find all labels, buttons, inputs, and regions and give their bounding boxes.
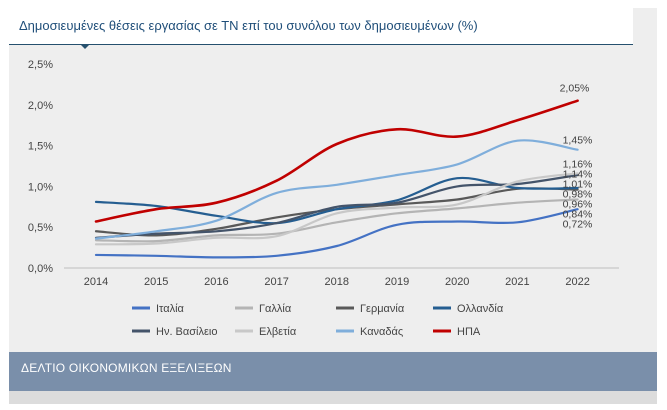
footer-strip [9, 391, 657, 404]
footer-banner: ΔΕΛΤΙΟ ΟΙΚΟΝΟΜΙΚΩΝ ΕΞΕΛΙΞΕΩΝ [9, 352, 657, 391]
x-tick-label: 2014 [84, 276, 108, 288]
title-pointer-icon [80, 44, 90, 49]
footer-label: ΔΕΛΤΙΟ ΟΙΚΟΝΟΜΙΚΩΝ ΕΞΕΛΙΞΕΩΝ [21, 361, 232, 375]
end-value-label: 1,14% [563, 168, 593, 180]
end-value-label: 1,45% [563, 135, 593, 147]
y-tick-label: 1,5% [28, 141, 53, 153]
legend-label: Ην. Βασίλειο [156, 326, 217, 338]
series-line [94, 198, 579, 243]
series-line [94, 139, 579, 240]
series-line [94, 208, 579, 259]
end-value-label: 1,16% [563, 158, 593, 170]
x-tick-label: 2021 [505, 276, 529, 288]
series-line [94, 172, 579, 246]
x-tick-label: 2015 [144, 276, 168, 288]
series-line [94, 187, 579, 237]
x-tick-label: 2020 [445, 276, 469, 288]
line-chart: 0,0% 0,5% 1,0% 1,5% 2,0% 2,5% 2014 2015 2016 2017… [28, 59, 619, 338]
y-tick-label: 0,5% [28, 222, 53, 234]
chart-panel [9, 8, 657, 404]
x-tick-label: 2019 [385, 276, 409, 288]
legend-label: Γερμανία [360, 303, 405, 315]
x-tick-label: 2022 [565, 276, 589, 288]
end-value-label: 0,96% [563, 198, 593, 210]
x-tick-label: 2018 [325, 276, 349, 288]
y-tick-label: 0,0% [28, 263, 53, 275]
y-tick-label: 1,0% [28, 181, 53, 193]
end-value-label: 0,98% [563, 188, 593, 200]
end-value-label: 1,01% [563, 178, 593, 190]
y-tick-label: 2,0% [28, 100, 53, 112]
series-line [94, 99, 579, 223]
title-bar: Δημοσιευμένες θέσεις εργασίας σε ΤΝ επί … [9, 8, 633, 45]
legend-label: Καναδάς [360, 326, 403, 338]
y-tick-label: 2,5% [28, 59, 53, 71]
legend-label: ΗΠΑ [457, 326, 481, 338]
end-value-label: 0,72% [563, 218, 593, 230]
end-value-label: 0,84% [563, 208, 593, 220]
x-tick-label: 2017 [264, 276, 288, 288]
x-tick-label: 2016 [204, 276, 228, 288]
legend-label: Γαλλία [259, 303, 292, 315]
legend-label: Ελβετία [259, 326, 297, 338]
series-line [94, 173, 579, 239]
end-value-label: 2,05% [560, 83, 590, 95]
chart-title: Δημοσιευμένες θέσεις εργασίας σε ΤΝ επί … [19, 18, 478, 33]
legend-label: Ολλανδία [457, 303, 504, 315]
legend-label: Ιταλία [156, 303, 185, 315]
